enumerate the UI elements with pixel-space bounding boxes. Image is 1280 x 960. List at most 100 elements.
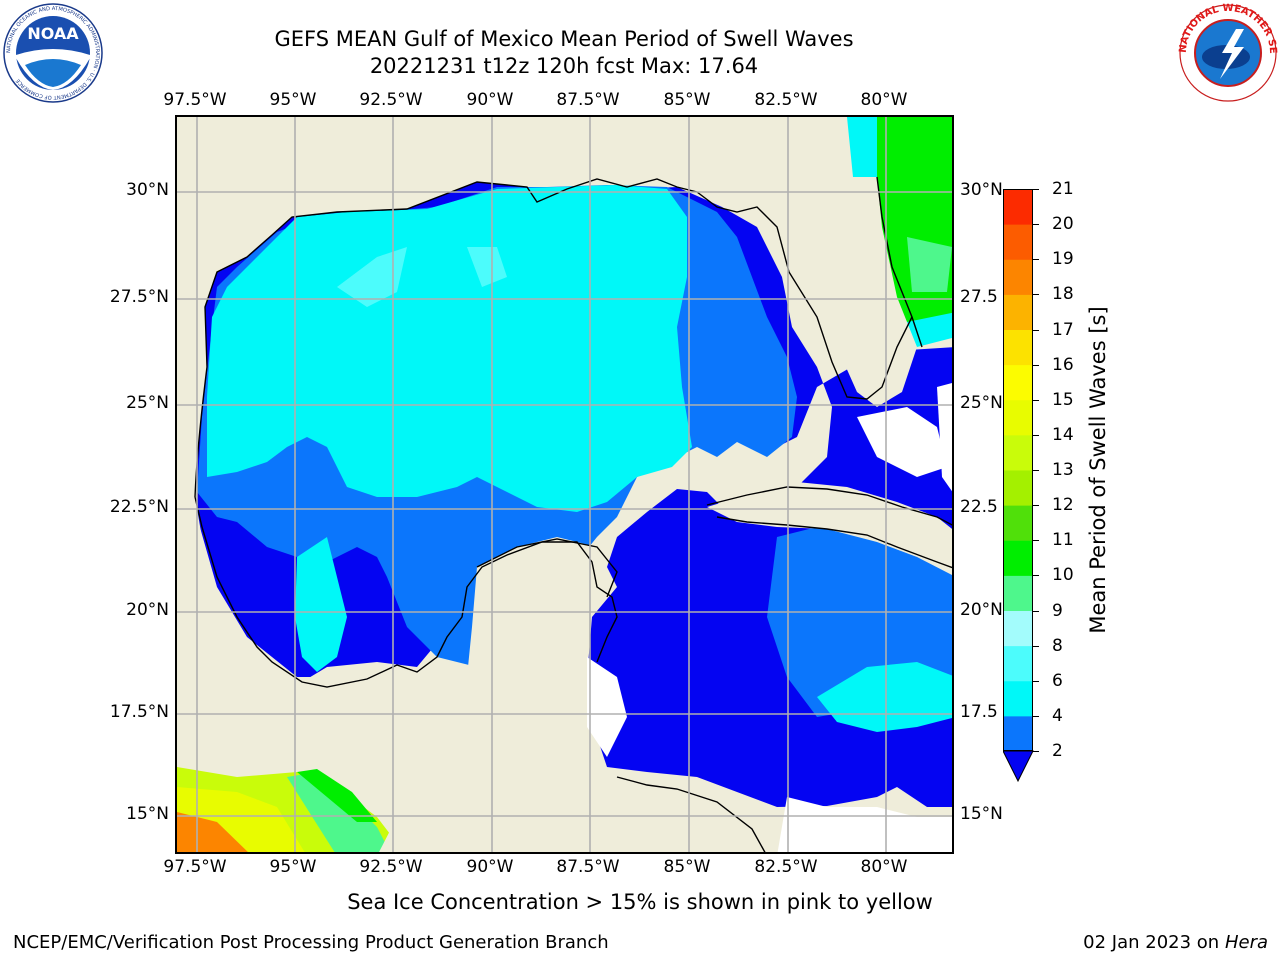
colorbar-tick-mark — [1033, 540, 1039, 542]
sea-ice-note: Sea Ice Concentration > 15% is shown in … — [347, 890, 933, 914]
colorbar-segments — [1003, 189, 1033, 752]
chart-subtitle: 20221231 t12z 120h fcst Max: 17.64 — [369, 54, 759, 78]
lat-label-left: 25°N — [126, 393, 169, 413]
pacific-17-18-zone — [177, 812, 248, 852]
colorbar-segment — [1003, 505, 1033, 541]
colorbar-tick-mark — [1033, 680, 1039, 682]
lat-label-left: 30°N — [126, 180, 169, 200]
gulf-4-6-zone — [207, 185, 692, 512]
lat-label-right: 25°N — [960, 393, 1003, 413]
mexico-coast — [194, 496, 618, 688]
colorbar-tick-mark — [1033, 751, 1039, 752]
lon-label-top: 80°W — [860, 90, 908, 110]
colorbar-tick-label: 16 — [1052, 354, 1074, 375]
colorbar-tick-label: 19 — [1052, 249, 1074, 270]
colorbar-tick-label: 6 — [1052, 670, 1063, 691]
lon-label-bottom: 85°W — [663, 857, 711, 877]
lat-label-left: 20°N — [126, 600, 169, 620]
cuba-land — [707, 482, 952, 575]
yucatan-coast — [476, 538, 618, 598]
florida-land — [757, 177, 917, 407]
lon-label-top: 95°W — [269, 90, 317, 110]
nodata-patch — [587, 657, 627, 757]
colorbar-segment — [1003, 329, 1033, 366]
colorbar-tick-mark — [1033, 399, 1039, 401]
footer-date: 02 Jan 2023 on Hera — [1083, 932, 1268, 953]
chart-title: GEFS MEAN Gulf of Mexico Mean Period of … — [274, 27, 854, 51]
lat-label-right: 15°N — [960, 804, 1003, 824]
colorbar-title: Mean Period of Swell Waves [s] — [1086, 306, 1110, 634]
lon-label-top: 82.5°W — [754, 90, 818, 110]
colorbar-tick-label: 15 — [1052, 389, 1074, 410]
colorbar-tick-label: 13 — [1052, 460, 1074, 480]
colorbar-tick-label: 12 — [1052, 495, 1074, 516]
lon-label-top: 97.5°W — [163, 90, 227, 110]
colorbar-tick-mark — [1033, 224, 1039, 226]
colorbar-tick-label: 2 — [1052, 741, 1063, 761]
lat-label-right: 17.5 — [960, 702, 998, 722]
pacific-10-11-zone — [297, 769, 377, 822]
colorbar-tick-label: 8 — [1052, 635, 1063, 656]
colorbar-segment — [1003, 575, 1033, 611]
colorbar-tick-mark — [1033, 294, 1039, 296]
colorbar-segment — [1003, 224, 1033, 260]
colorbar-tick-mark — [1033, 505, 1039, 507]
colorbar-extend-triangle — [1003, 750, 1034, 783]
lat-label-right: 27.5 — [960, 287, 998, 307]
colorbar-segment — [1003, 610, 1033, 647]
colorbar-segment — [1003, 364, 1033, 401]
colorbar-tick-mark — [1033, 610, 1039, 612]
colorbar-segment — [1003, 434, 1033, 471]
noaa-logo-text: NOAA — [27, 24, 79, 43]
colorbar-tick-mark — [1033, 645, 1039, 647]
colorbar-tick-label: 17 — [1052, 319, 1074, 340]
lon-label-top: 87.5°W — [556, 90, 620, 110]
florida-coast — [876, 176, 923, 348]
nws-logo: NATIONAL WEATHER SERVICE — [1178, 3, 1278, 102]
lat-label-left: 22.5°N — [109, 497, 169, 517]
swell-period-map — [177, 117, 952, 852]
lat-label-right: 30°N — [960, 180, 1003, 200]
gridlines — [177, 117, 952, 852]
footer-credit: NCEP/EMC/Verification Post Processing Pr… — [13, 932, 609, 953]
colorbar-tick-label: 11 — [1052, 530, 1074, 551]
us-gulf-coast — [194, 178, 913, 498]
lat-label-left: 27.5°N — [109, 287, 169, 307]
colorbar-tick-mark — [1033, 715, 1039, 717]
nodata-patch — [937, 383, 952, 492]
lat-label-left: 15°N — [126, 804, 169, 824]
lon-label-top: 90°W — [466, 90, 514, 110]
colorbar — [1003, 189, 1034, 783]
colorbar-tick-mark — [1033, 364, 1039, 366]
gulf-6-8-patch — [467, 247, 507, 287]
lat-label-left: 17.5°N — [109, 702, 169, 722]
colorbar-tick-label: 9 — [1052, 600, 1063, 621]
colorbar-tick-label: 4 — [1052, 705, 1063, 726]
colorbar-tick-mark — [1033, 329, 1039, 331]
colorbar-segment — [1003, 715, 1033, 752]
colorbar-segment — [1003, 470, 1033, 506]
colorbar-tick-label: 21 — [1052, 179, 1074, 199]
colorbar-tick-mark — [1033, 434, 1039, 436]
colorbar-tick-label: 20 — [1052, 214, 1074, 235]
noaa-logo: NOAA NATIONAL OCEANIC AND ATMOSPHERIC AD… — [3, 3, 103, 103]
footer-machine: Hera — [1224, 932, 1268, 953]
colorbar-segment — [1003, 189, 1033, 225]
colorbar-tick-label: 14 — [1052, 424, 1074, 445]
lon-label-bottom: 80°W — [860, 857, 908, 877]
colorbar-tick-mark — [1033, 470, 1039, 471]
gulf-4-6-zone-south — [295, 537, 347, 672]
lon-label-bottom: 87.5°W — [556, 857, 620, 877]
colorbar-tick-mark — [1033, 575, 1039, 577]
nodata-patch — [857, 407, 947, 477]
gulf-6-8-patch — [337, 247, 407, 307]
mexico-west-land — [177, 117, 337, 737]
lon-label-bottom: 82.5°W — [754, 857, 818, 877]
colorbar-tick-mark — [1033, 189, 1039, 190]
colorbar-segment — [1003, 259, 1033, 295]
atlantic-9-10-patch — [907, 237, 952, 292]
coastlines — [194, 176, 952, 852]
colorbar-segment — [1003, 399, 1033, 436]
colorbar-tick-mark — [1033, 259, 1039, 261]
lon-label-top: 92.5°W — [359, 90, 423, 110]
